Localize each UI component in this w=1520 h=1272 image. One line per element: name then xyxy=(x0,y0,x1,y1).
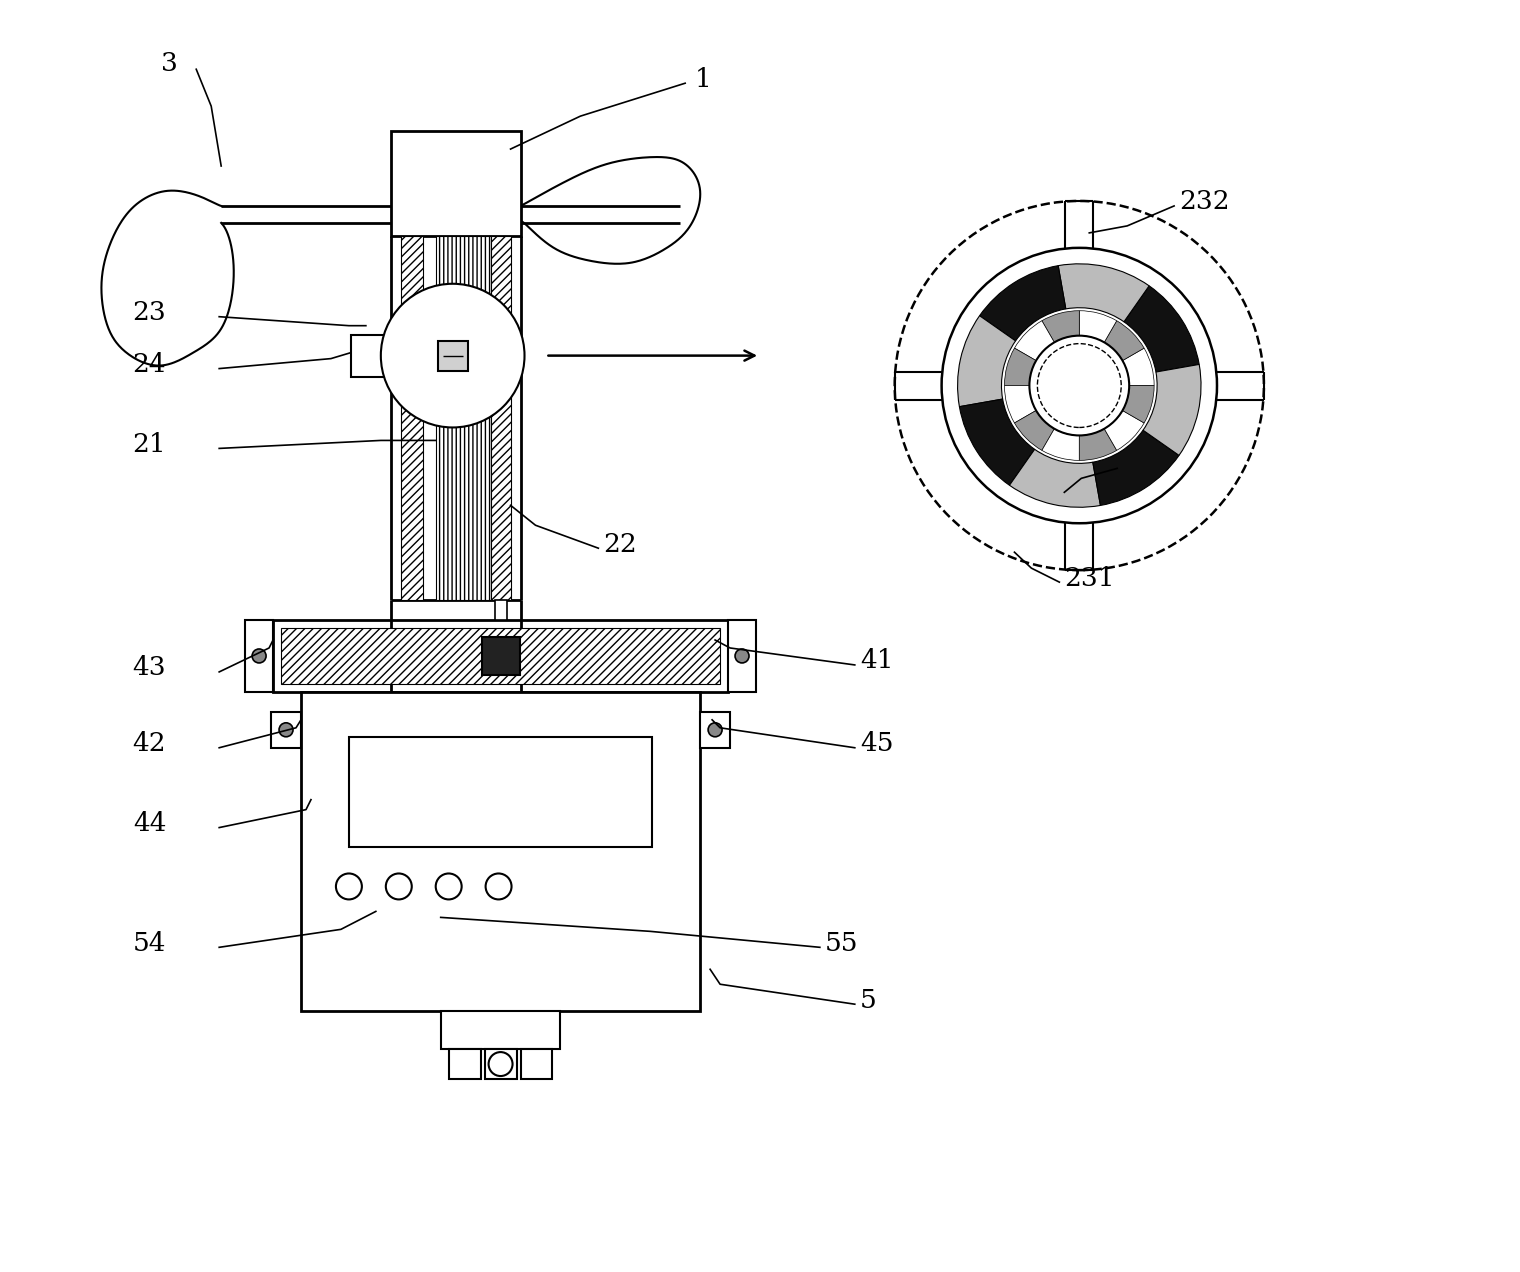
Wedge shape xyxy=(1041,310,1079,342)
Bar xyxy=(488,235,511,600)
Bar xyxy=(728,619,755,692)
Text: 55: 55 xyxy=(825,931,859,955)
Wedge shape xyxy=(1122,349,1154,385)
Circle shape xyxy=(252,649,266,663)
Bar xyxy=(436,235,491,600)
Circle shape xyxy=(382,284,524,427)
Wedge shape xyxy=(1014,321,1055,360)
Circle shape xyxy=(336,874,362,899)
Wedge shape xyxy=(1122,385,1154,424)
Wedge shape xyxy=(1014,411,1055,450)
Bar xyxy=(351,335,520,377)
Wedge shape xyxy=(1123,286,1199,371)
Wedge shape xyxy=(1079,310,1117,342)
Text: 44: 44 xyxy=(132,812,166,836)
Text: 22: 22 xyxy=(603,532,637,557)
Wedge shape xyxy=(979,266,1066,341)
Text: 232: 232 xyxy=(1180,190,1230,215)
Circle shape xyxy=(1037,343,1122,427)
Bar xyxy=(482,637,520,675)
Text: 23: 23 xyxy=(132,300,166,326)
Bar xyxy=(301,692,701,1011)
Circle shape xyxy=(708,722,722,736)
Circle shape xyxy=(488,1052,512,1076)
Bar xyxy=(438,341,468,370)
Wedge shape xyxy=(1041,429,1079,460)
Wedge shape xyxy=(959,399,1035,485)
Circle shape xyxy=(386,874,412,899)
Bar xyxy=(271,712,301,748)
Wedge shape xyxy=(1005,349,1037,385)
Text: 42: 42 xyxy=(132,731,166,757)
Circle shape xyxy=(736,649,749,663)
Wedge shape xyxy=(1058,263,1149,322)
Circle shape xyxy=(941,248,1218,523)
Wedge shape xyxy=(1104,411,1145,450)
Text: 43: 43 xyxy=(132,655,166,681)
Circle shape xyxy=(895,201,1265,570)
Bar xyxy=(350,736,652,847)
Bar xyxy=(494,600,506,619)
Text: 54: 54 xyxy=(132,931,166,955)
Wedge shape xyxy=(1093,430,1180,505)
Bar xyxy=(274,619,728,692)
Circle shape xyxy=(485,874,512,899)
Bar xyxy=(245,619,274,692)
Text: 45: 45 xyxy=(860,731,894,757)
Wedge shape xyxy=(1104,321,1145,360)
Bar xyxy=(448,1049,480,1079)
Text: 5: 5 xyxy=(860,987,877,1013)
Bar xyxy=(520,1049,552,1079)
Wedge shape xyxy=(1079,429,1117,460)
Bar xyxy=(391,131,520,235)
Text: 24: 24 xyxy=(132,352,166,377)
Bar xyxy=(281,628,720,684)
Text: 3: 3 xyxy=(161,51,178,76)
Text: 21: 21 xyxy=(132,432,166,457)
Circle shape xyxy=(1029,336,1129,435)
Bar xyxy=(485,1049,517,1079)
Wedge shape xyxy=(1009,449,1100,508)
Bar xyxy=(401,235,423,600)
Text: 231: 231 xyxy=(1064,566,1114,590)
Wedge shape xyxy=(958,315,1015,407)
Wedge shape xyxy=(1005,385,1037,424)
Text: 1: 1 xyxy=(695,66,711,92)
Bar xyxy=(701,712,730,748)
Wedge shape xyxy=(1143,364,1201,455)
Text: 24: 24 xyxy=(1122,452,1155,477)
Bar xyxy=(441,1011,561,1049)
Circle shape xyxy=(436,874,462,899)
Circle shape xyxy=(280,722,293,736)
Text: 41: 41 xyxy=(860,649,894,673)
